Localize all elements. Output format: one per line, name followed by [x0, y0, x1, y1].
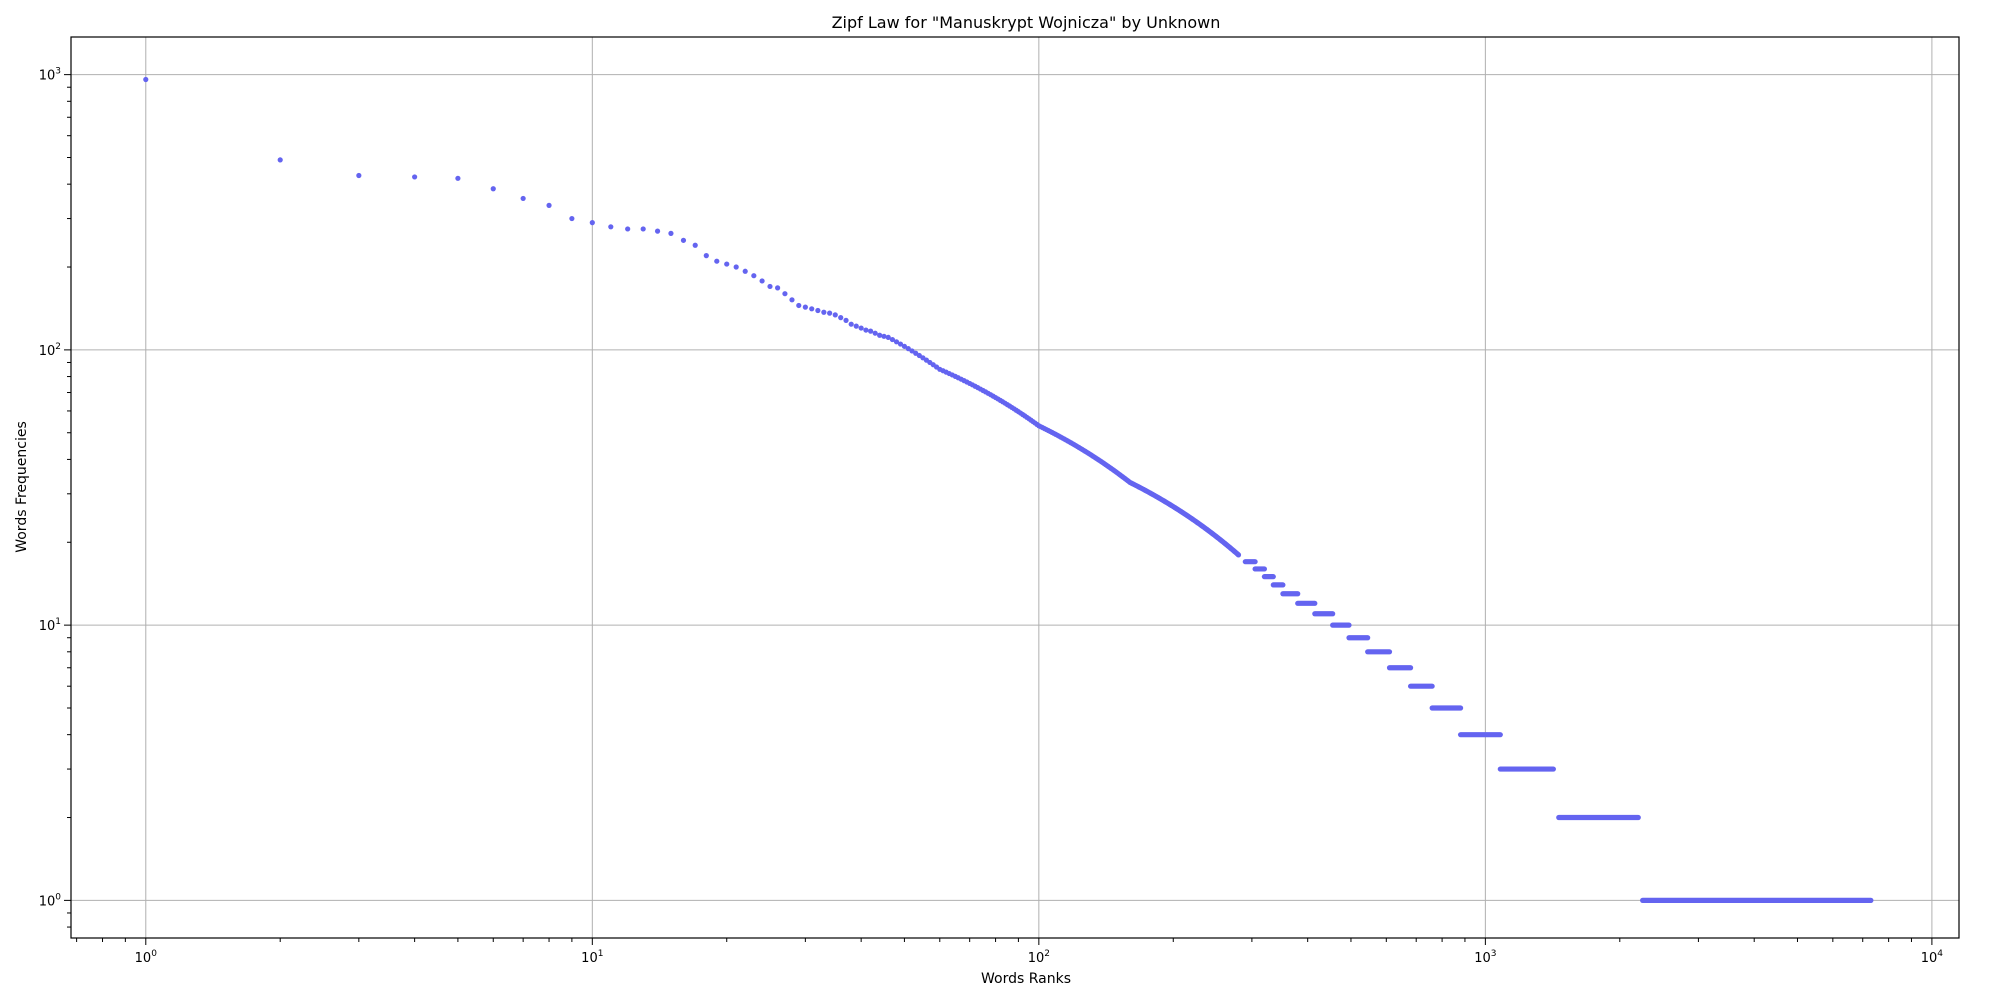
data-point: [821, 309, 827, 315]
data-point: [848, 321, 854, 327]
data-point: [827, 310, 833, 316]
data-point: [893, 339, 900, 345]
x-tick-label: 100: [135, 949, 158, 966]
data-point: [356, 172, 362, 179]
data-point: [843, 317, 849, 323]
x-tick-label: 102: [1028, 949, 1050, 966]
data-point: [751, 273, 757, 279]
data-point: [889, 336, 896, 343]
data-point: [625, 226, 631, 232]
data-point: [832, 312, 838, 318]
data-point: [858, 325, 864, 331]
y-tick-label: 101: [39, 617, 61, 634]
data-point: [569, 215, 575, 222]
data-point: [863, 327, 869, 333]
data-point: [520, 195, 526, 202]
y-tick-label: 100: [39, 892, 62, 909]
data-point: [692, 242, 698, 248]
data-point: [877, 332, 883, 338]
data-point: [901, 343, 908, 349]
data-point: [1235, 552, 1242, 558]
data-point: [589, 220, 595, 226]
y-axis-label: Words Frequencies: [14, 421, 30, 553]
data-point: [654, 228, 661, 234]
x-axis-label: Words Ranks: [981, 971, 1071, 987]
x-tick-label: 101: [581, 949, 603, 966]
data-point: [853, 323, 859, 329]
data-point: [881, 333, 887, 339]
chart-title: Zipf Law for "Manuskrypt Wojnicza" by Un…: [832, 13, 1221, 32]
data-point: [714, 258, 720, 264]
data-point: [775, 285, 781, 291]
data-point: [277, 157, 283, 163]
data-point: [872, 330, 878, 336]
axis-ticks: 100 101 102 103 104 100 101 102 103: [39, 67, 1944, 966]
data-point: [838, 315, 844, 321]
data-point: [885, 334, 891, 341]
y-tick-label: 102: [39, 342, 61, 359]
x-tick-label: 103: [1474, 949, 1496, 966]
data-point: [412, 174, 418, 180]
data-point: [905, 346, 911, 352]
plot-frame: [70, 36, 1960, 939]
data-point: [680, 237, 687, 243]
data-point: [809, 306, 815, 312]
data-point: [897, 341, 904, 347]
data-point: [742, 268, 748, 274]
data-point: [789, 297, 795, 303]
data-point: [608, 224, 614, 230]
data-point: [143, 76, 149, 83]
data-points: [143, 76, 1874, 903]
data-point: [490, 186, 496, 192]
data-point: [802, 304, 808, 310]
data-point: [782, 291, 788, 297]
data-point: [767, 283, 773, 290]
data-point: [815, 307, 821, 314]
data-point: [796, 302, 802, 309]
data-point: [724, 261, 730, 267]
data-point: [703, 253, 709, 259]
data-point: [640, 226, 646, 232]
data-point: [546, 202, 552, 208]
data-point: [868, 328, 874, 334]
grid-lines: [71, 37, 1959, 938]
data-point: [733, 264, 739, 270]
data-point: [668, 230, 674, 236]
x-tick-label: 104: [1921, 949, 1944, 966]
y-tick-label: 103: [39, 67, 61, 84]
data-point: [455, 175, 461, 181]
data-point: [759, 278, 765, 284]
